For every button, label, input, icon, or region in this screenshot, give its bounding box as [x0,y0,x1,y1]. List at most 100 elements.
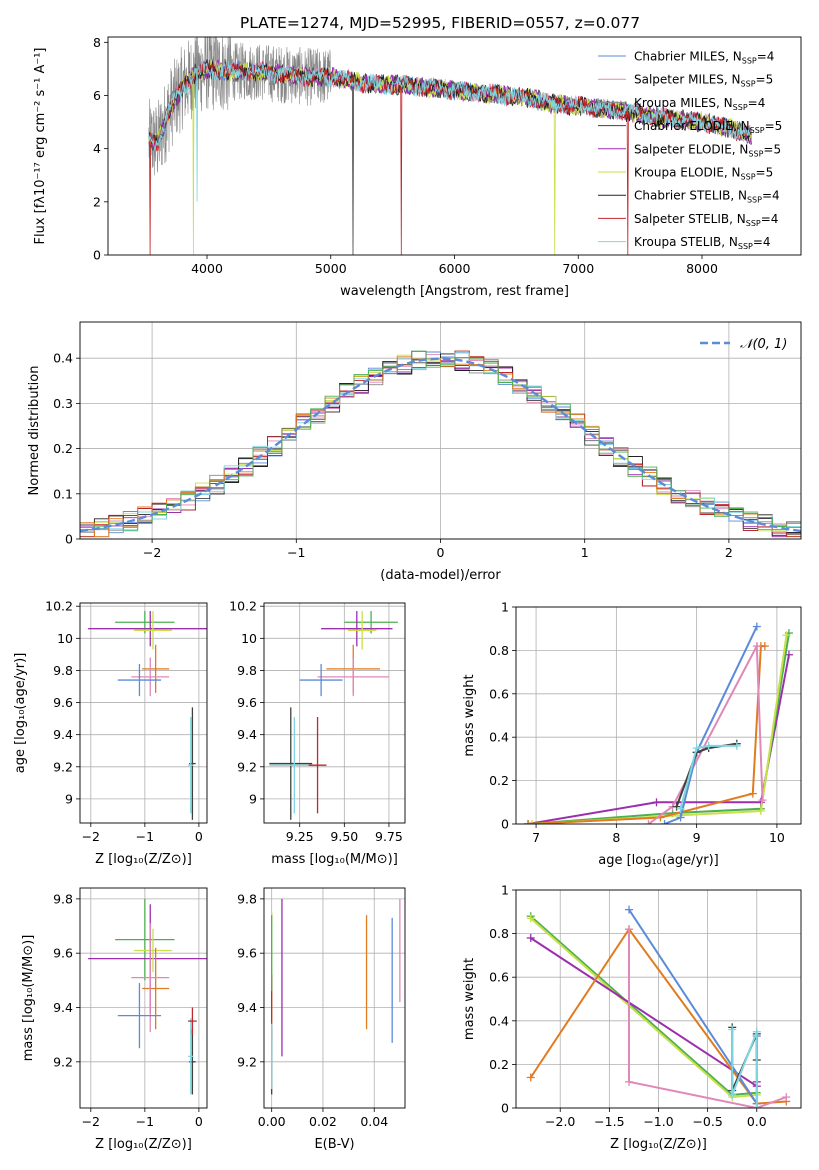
y-tick-label: 9.8 [53,663,73,678]
plot-area [80,350,801,538]
series-line [148,60,752,255]
y-tick-label: 0.2 [489,1057,509,1072]
legend-entry: Chabrier MILES, NSSP=4 [634,50,774,66]
legend-entry: Chabrier ELODIE, NSSP=5 [634,119,782,135]
axes-frame [515,889,802,1109]
series-line [647,642,764,824]
x-tick-label: 6000 [439,261,471,276]
errorbar-point [269,707,313,820]
axes-frame [263,602,406,824]
x-tick-label: −2 [143,545,161,560]
axes-frame [107,36,802,256]
point-marker [704,741,713,750]
x-tick-label: 8000 [686,261,718,276]
plot-area [269,611,398,820]
legend-entry: Salpeter ELODIE, NSSP=5 [634,142,781,158]
errorbar-point [117,664,162,697]
errorbar-point [188,1007,197,1035]
series-line [148,61,752,202]
series-line [679,744,737,810]
y-tick-label: 9.8 [237,891,257,906]
point-marker [644,820,653,824]
point-marker [672,802,681,811]
plot-area [271,898,401,1095]
series-line [628,909,758,1107]
y-axis-label: Normed distribution [27,366,42,496]
y-tick-label: 10 [57,631,73,646]
point-marker [528,820,537,824]
point-marker [752,1104,761,1108]
point-marker [524,820,533,824]
y-tick-label: 9.6 [53,695,73,710]
y-tick-label: 8 [93,35,101,50]
x-tick-label: 8 [612,830,620,845]
y-tick-label: 0.8 [489,926,509,941]
series-line [628,929,787,1108]
legend-entry: 𝒩(0, 1) [740,337,787,352]
y-tick-label: 9.6 [53,946,73,961]
y-tick-label: 1 [501,600,509,615]
x-tick-label: 9.50 [330,829,358,844]
point-marker [760,642,769,651]
x-tick-label: 9.25 [286,829,314,844]
x-tick-label: −1 [136,1114,154,1129]
y-axis-label: mass weight [462,958,477,1040]
errorbar-point [131,657,170,697]
y-tick-label: 9.6 [237,946,257,961]
y-tick-label: 9.4 [53,727,73,742]
y-tick-label: 2 [93,194,101,209]
point-marker [756,806,765,815]
y-tick-label: 10.2 [45,599,73,614]
y-tick-label: 0.8 [489,643,509,658]
series-line [530,915,757,1096]
point-marker [692,744,701,753]
axes-frame [79,321,802,540]
x-tick-label: 4000 [191,261,223,276]
point-marker [752,622,761,631]
point-marker [652,798,661,807]
y-tick-label: 9.4 [237,727,257,742]
point-marker [676,804,685,813]
y-axis-label: mass weight [462,674,477,756]
legend-entry: Kroupa STELIB, NSSP=4 [634,235,771,251]
x-tick-label: −2.0 [545,1114,575,1129]
legend-entry: Salpeter MILES, NSSP=5 [634,73,773,89]
x-tick-label: −1.0 [643,1114,673,1129]
axes-mass_vs_ebv: 0.00 0.02 0.04 9.2 9.4 9.6 9.8 E(B-V) [237,887,406,1152]
x-tick-label: −2 [82,1114,100,1129]
plot-area [148,37,752,255]
point-marker [752,1027,761,1036]
axes-frame [263,887,406,1109]
y-tick-label: 0 [65,532,73,547]
x-tick-label: 1 [581,545,589,560]
y-tick-label: 9.8 [53,891,73,906]
x-axis-label: wavelength [Angstrom, rest frame] [340,284,569,299]
x-axis-label: Z [log₁₀(Z/Z⊙)] [610,1137,707,1152]
axes-frame [79,887,208,1109]
x-axis-label: Z [log₁₀(Z/Z⊙)] [95,852,192,867]
y-tick-label: 4 [93,141,101,156]
x-tick-label: 0 [437,545,445,560]
axes-frame [79,602,208,824]
axes-residual_hist: −2 −1 0 1 2 0 0.1 0.2 0.3 0.4 (data-model)/error No… [27,321,802,583]
x-tick-label: 0 [195,1114,203,1129]
y-tick-label: 0.2 [489,773,509,788]
x-tick-label: 0.00 [258,1114,286,1129]
x-tick-label: 7 [532,830,540,845]
point-marker [728,1025,737,1034]
y-tick-label: 0.1 [53,486,73,501]
point-marker [732,741,741,750]
x-tick-label: 9 [693,830,701,845]
errorbar-point [308,717,327,814]
axes-mass_vs_Z: −2 −1 0 9.2 9.4 9.6 9.8 Z [log₁₀(Z/Z⊙)] mass [lo… [21,887,208,1152]
point-marker [782,631,791,640]
y-tick-label: 9.2 [53,759,73,774]
axes-frame [515,606,802,825]
y-tick-label: 0 [93,248,101,263]
point-marker [625,1077,634,1086]
point-marker [526,1073,535,1082]
legend: 𝒩(0, 1) [700,337,787,352]
x-axis-label: mass [log₁₀(M/M⊙)] [271,852,398,867]
errorbar-point [317,657,389,697]
series-line [527,645,765,824]
